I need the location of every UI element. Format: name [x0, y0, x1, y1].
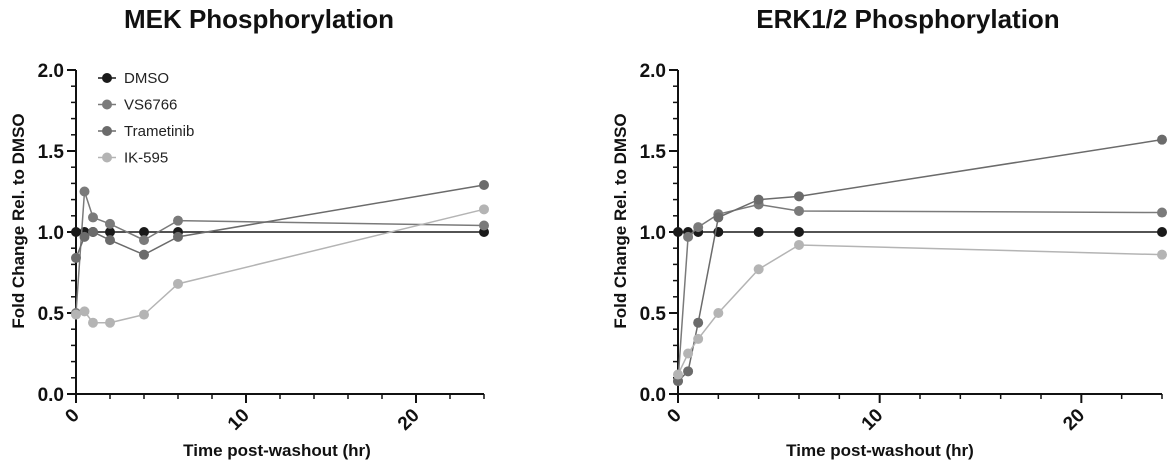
data-point-vs6766	[479, 220, 489, 231]
legend-label-dmso: DMSO	[124, 70, 169, 87]
data-point-ik-595	[105, 317, 115, 328]
data-point-vs6766	[173, 215, 183, 226]
data-point-vs6766	[79, 186, 90, 197]
data-point-vs6766	[683, 231, 694, 242]
x-tick-label: 10	[224, 405, 254, 435]
data-point-vs6766	[139, 235, 149, 246]
data-point-dmso	[71, 227, 81, 237]
data-point-trametinib	[479, 180, 489, 191]
data-point-ik-595	[139, 309, 149, 320]
data-point-trametinib	[753, 194, 764, 205]
series-line-ik-595	[75, 208, 485, 324]
data-point-trametinib	[105, 235, 115, 246]
data-point-trametinib	[71, 252, 81, 263]
data-point-trametinib	[88, 227, 98, 237]
series-line-vs6766	[677, 203, 1163, 382]
data-point-ik-595	[71, 309, 81, 320]
chart-title: MEK Phosphorylation	[124, 4, 394, 34]
y-tick-label: 2.0	[640, 61, 666, 82]
series-line-ik-595	[677, 244, 1163, 375]
x-tick-label: 20	[1059, 405, 1089, 435]
data-point-dmso	[139, 227, 149, 237]
series-line-trametinib	[677, 138, 1163, 382]
chart-title: ERK1/2 Phosphorylation	[756, 4, 1059, 34]
data-point-trametinib	[713, 212, 724, 223]
data-point-ik-595	[683, 348, 694, 359]
y-tick-label: 1.0	[38, 223, 64, 244]
data-point-ik-595	[79, 306, 90, 317]
legend-marker-vs6766	[102, 99, 112, 110]
data-point-ik-595	[673, 369, 683, 380]
data-point-trametinib	[79, 231, 90, 242]
legend-label-trametinib: Trametinib	[124, 123, 194, 140]
legend-label-vs6766: VS6766	[124, 97, 177, 114]
legend-label-ik-595: IK-595	[124, 150, 168, 167]
legend-marker-ik-595	[102, 152, 112, 163]
data-point-dmso	[1157, 227, 1167, 237]
y-tick-label: 1.5	[640, 142, 667, 163]
data-point-vs6766	[105, 218, 115, 229]
y-axis-label: Fold Change Rel. to DMSO	[611, 113, 630, 328]
data-point-ik-595	[713, 308, 724, 318]
y-tick-label: 1.0	[640, 223, 666, 244]
x-tick-label: 10	[858, 405, 888, 435]
data-point-trametinib	[1157, 134, 1167, 145]
data-point-vs6766	[693, 222, 704, 233]
legend-marker-dmso	[102, 73, 112, 83]
x-axis-label: Time post-washout (hr)	[183, 441, 371, 460]
y-tick-label: 0.0	[640, 385, 666, 406]
data-point-trametinib	[139, 249, 149, 260]
data-point-dmso	[794, 227, 804, 237]
x-tick-label: 0	[61, 405, 83, 427]
x-tick-label: 20	[394, 405, 424, 435]
data-point-dmso	[105, 227, 115, 237]
mek-phosphorylation-panel: MEK Phosphorylation Fold Change Rel. to …	[9, 4, 489, 460]
data-point-vs6766	[794, 205, 804, 216]
legend: DMSO VS6766 Trametinib IK-595	[98, 70, 194, 167]
data-point-ik-595	[693, 333, 704, 344]
y-tick-label: 0.5	[640, 304, 667, 325]
x-tick-label: 0	[663, 405, 685, 427]
data-point-ik-595	[753, 264, 764, 275]
erk-phosphorylation-panel: ERK1/2 Phosphorylation Fold Change Rel. …	[611, 4, 1167, 460]
y-tick-label: 2.0	[38, 61, 64, 82]
y-tick-label: 1.5	[38, 142, 65, 163]
data-point-trametinib	[683, 366, 694, 377]
y-axis-label: Fold Change Rel. to DMSO	[9, 113, 28, 328]
data-point-trametinib	[794, 191, 804, 202]
data-point-vs6766	[1157, 207, 1167, 218]
legend-marker-trametinib	[102, 126, 112, 136]
y-tick-label: 0.5	[38, 304, 65, 325]
data-point-dmso	[673, 227, 683, 237]
data-point-trametinib	[693, 317, 704, 328]
data-point-dmso	[753, 227, 764, 237]
data-point-ik-595	[173, 278, 183, 289]
series-line-trametinib	[75, 184, 485, 259]
data-point-trametinib	[173, 231, 183, 242]
y-tick-label: 0.0	[38, 385, 64, 406]
x-axis-label: Time post-washout (hr)	[786, 441, 974, 460]
data-point-ik-595	[794, 239, 804, 250]
data-point-ik-595	[479, 204, 489, 215]
data-point-vs6766	[88, 212, 98, 223]
data-point-ik-595	[1157, 249, 1167, 260]
data-point-ik-595	[88, 317, 98, 328]
